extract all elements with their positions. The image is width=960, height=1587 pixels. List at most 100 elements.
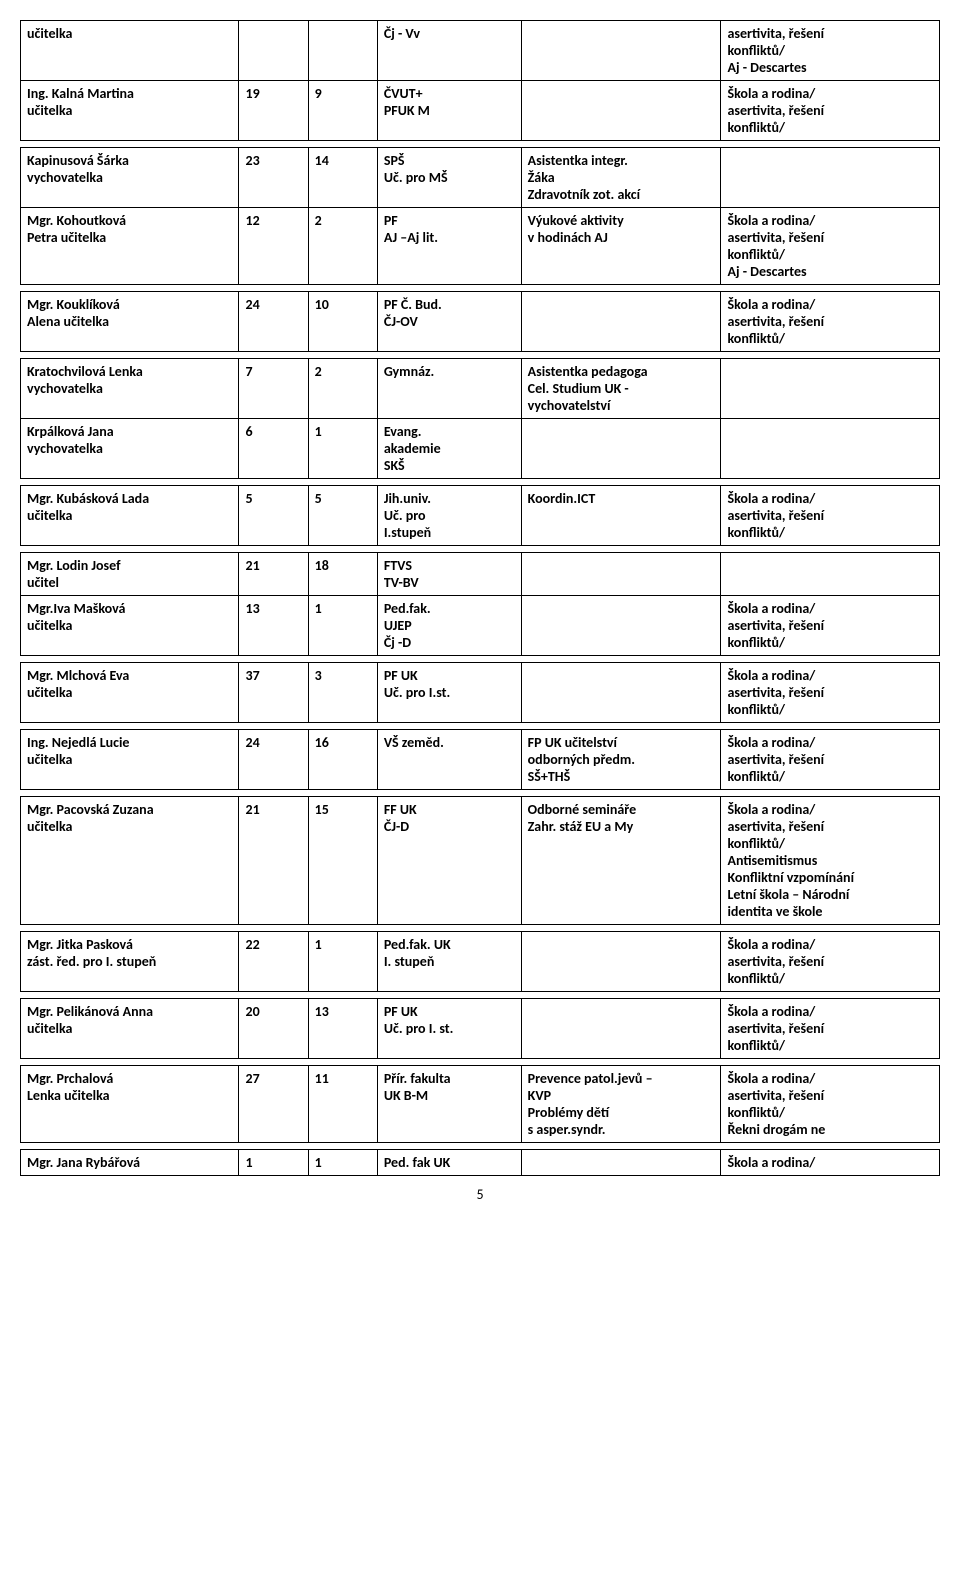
table-cell: 3 [308,663,377,723]
data-table: Kratochvilová Lenkavychovatelka72Gymnáz.… [20,358,940,479]
table-cell: 21 [239,797,308,925]
table-row: Mgr. KohoutkováPetra učitelka122PFAJ –Aj… [21,208,940,285]
table-cell: SPŠUč. pro MŠ [377,148,521,208]
table-cell: 37 [239,663,308,723]
table-cell: Škola a rodina/asertivita, řešeníkonflik… [721,81,940,141]
table-cell: Výukové aktivityv hodinách AJ [521,208,721,285]
data-table: Mgr. PrchalováLenka učitelka2711Přír. fa… [20,1065,940,1143]
table-cell: asertivita, řešeníkonfliktů/Aj - Descart… [721,21,940,81]
table-cell: 18 [308,553,377,596]
table-row: Mgr. Pacovská Zuzanaučitelka2115FF UKČJ-… [21,797,940,925]
table-cell: Kapinusová Šárkavychovatelka [21,148,239,208]
table-cell: Gymnáz. [377,359,521,419]
table-row: Mgr. Pelikánová Annaučitelka2013PF UKUč.… [21,999,940,1059]
table-cell: 2 [308,359,377,419]
data-table: Mgr. Jitka Paskovázást. řed. pro I. stup… [20,931,940,992]
table-cell: 21 [239,553,308,596]
table-cell: 14 [308,148,377,208]
table-cell [721,148,940,208]
table-row: Ing. Nejedlá Lucieučitelka2416VŠ zeměd.F… [21,730,940,790]
table-cell: Škola a rodina/asertivita, řešeníkonflik… [721,486,940,546]
table-cell: Škola a rodina/asertivita, řešeníkonflik… [721,730,940,790]
table-row: Mgr. Mlchová Evaučitelka373PF UKUč. pro … [21,663,940,723]
table-cell: 1 [239,1150,308,1176]
table-cell: Škola a rodina/asertivita, řešeníkonflik… [721,932,940,992]
table-cell: 7 [239,359,308,419]
table-cell: Ped. fak UK [377,1150,521,1176]
table-cell: 5 [308,486,377,546]
table-cell: Mgr. Lodin Josef učitel [21,553,239,596]
table-row: Mgr. Jitka Paskovázást. řed. pro I. stup… [21,932,940,992]
data-table: Mgr. Lodin Josef učitel2118FTVSTV-BVMgr.… [20,552,940,656]
table-cell [521,419,721,479]
table-row: Kratochvilová Lenkavychovatelka72Gymnáz.… [21,359,940,419]
table-cell: Koordin.ICT [521,486,721,546]
table-cell: Škola a rodina/asertivita, řešeníkonflik… [721,292,940,352]
table-cell: Odborné seminářeZahr. stáž EU a My [521,797,721,925]
table-cell: učitelka [21,21,239,81]
table-row: učitelka Čj - Vv asertivita, řešeníkonflik… [21,21,940,81]
table-cell: FP UK učitelstvíodborných předm.SŠ+THŠ [521,730,721,790]
table-cell: PF Č. Bud.ČJ-OV [377,292,521,352]
data-table: Mgr. Jana Rybářová11Ped. fak UKŠkola a r… [20,1149,940,1176]
table-cell: Mgr. KohoutkováPetra učitelka [21,208,239,285]
table-cell: 22 [239,932,308,992]
data-table: Mgr. KouklíkováAlena učitelka2410PF Č. B… [20,291,940,352]
table-cell: 27 [239,1066,308,1143]
table-cell [521,999,721,1059]
table-row: Ing. Kalná Martinaučitelka199ČVUT+PFUK M… [21,81,940,141]
data-table: Mgr. Mlchová Evaučitelka373PF UKUč. pro … [20,662,940,723]
table-cell: 13 [239,596,308,656]
table-row: Kapinusová Šárkavychovatelka2314SPŠUč. p… [21,148,940,208]
table-cell: 15 [308,797,377,925]
table-cell [308,21,377,81]
data-table: Mgr. Pelikánová Annaučitelka2013PF UKUč.… [20,998,940,1059]
table-cell: Mgr. KouklíkováAlena učitelka [21,292,239,352]
table-cell: 1 [308,419,377,479]
table-row: Mgr.Iva Maškováučitelka131Ped.fak.UJEPČj… [21,596,940,656]
table-cell: Mgr. Jitka Paskovázást. řed. pro I. stup… [21,932,239,992]
page-number: 5 [20,1186,940,1203]
table-cell [521,21,721,81]
table-cell [721,553,940,596]
table-cell: Krpálková Janavychovatelka [21,419,239,479]
table-cell [721,419,940,479]
table-cell: Přír. fakultaUK B-M [377,1066,521,1143]
table-cell: Mgr. Pelikánová Annaučitelka [21,999,239,1059]
table-row: Mgr. PrchalováLenka učitelka2711Přír. fa… [21,1066,940,1143]
table-cell: Čj - Vv [377,21,521,81]
table-cell: 12 [239,208,308,285]
table-cell: Ped.fak. UKI. stupeň [377,932,521,992]
table-cell: 24 [239,730,308,790]
table-row: Krpálková Janavychovatelka61Evang.akadem… [21,419,940,479]
table-cell: Škola a rodina/asertivita, řešeníkonflik… [721,797,940,925]
data-table: učitelka Čj - Vv asertivita, řešeníkonflik… [20,20,940,141]
table-cell: 10 [308,292,377,352]
table-cell: ČVUT+PFUK M [377,81,521,141]
table-cell: Mgr. PrchalováLenka učitelka [21,1066,239,1143]
table-cell: Škola a rodina/asertivita, řešeníkonflik… [721,596,940,656]
table-cell: FTVSTV-BV [377,553,521,596]
table-cell: Škola a rodina/asertivita, řešeníkonflik… [721,208,940,285]
data-table: Mgr. Kubásková Ladaučitelka55Jih.univ.Uč… [20,485,940,546]
table-cell [721,359,940,419]
table-cell: PFAJ –Aj lit. [377,208,521,285]
table-cell: Ing. Nejedlá Lucieučitelka [21,730,239,790]
table-cell: Škola a rodina/asertivita, řešeníkonflik… [721,999,940,1059]
table-cell [521,81,721,141]
table-cell: Mgr. Mlchová Evaučitelka [21,663,239,723]
table-cell: Škola a rodina/asertivita, řešeníkonflik… [721,1066,940,1143]
table-cell: Asistentka integr.ŽákaZdravotník zot. ak… [521,148,721,208]
table-cell [239,21,308,81]
table-cell: Ing. Kalná Martinaučitelka [21,81,239,141]
table-cell: Škola a rodina/asertivita, řešeníkonflik… [721,663,940,723]
table-cell: Mgr. Jana Rybářová [21,1150,239,1176]
table-cell: 2 [308,208,377,285]
table-cell: 11 [308,1066,377,1143]
table-cell: FF UKČJ-D [377,797,521,925]
table-cell: Evang.akademieSKŠ [377,419,521,479]
table-cell: Jih.univ.Uč. proI.stupeň [377,486,521,546]
data-table: Ing. Nejedlá Lucieučitelka2416VŠ zeměd.F… [20,729,940,790]
table-row: Mgr. Lodin Josef učitel2118FTVSTV-BV [21,553,940,596]
table-cell: 19 [239,81,308,141]
